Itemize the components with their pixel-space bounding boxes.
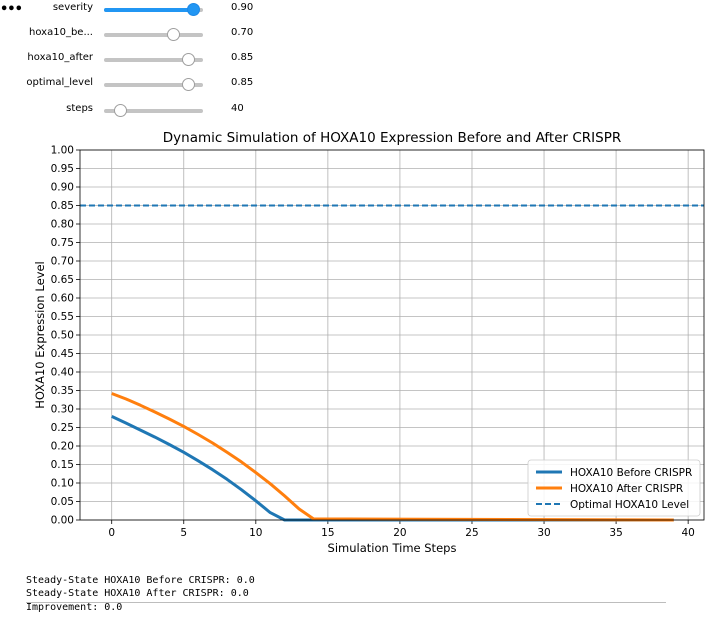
y-tick-label: 0.00 [51, 515, 74, 527]
slider-thumb[interactable] [167, 28, 180, 41]
y-tick-label: 0.40 [51, 367, 74, 379]
slider-track[interactable] [104, 109, 203, 113]
y-tick-label: 0.75 [51, 237, 74, 249]
slider-row-4: steps 40 [0, 101, 724, 121]
y-tick-label: 0.65 [51, 274, 74, 286]
slider-row-0: severity 0.90 [0, 0, 724, 20]
y-tick-label: 0.90 [51, 182, 74, 194]
x-tick-label: 0 [108, 527, 115, 539]
series-line-1 [111, 392, 674, 522]
slider-value: 0.90 [231, 2, 254, 13]
slider-thumb[interactable] [114, 104, 127, 117]
slider-track[interactable] [104, 58, 203, 62]
expression-chart: 0 5 10 15 20 25 30 35 40 0.00 0.05 0.10 0.15 0.20 0.25… [33, 130, 705, 555]
x-tick-label: 30 [537, 527, 550, 539]
slider-value: 0.85 [231, 77, 254, 88]
y-tick-label: 0.25 [51, 422, 74, 434]
y-tick-label: 0.70 [51, 256, 74, 268]
slider-thumb[interactable] [182, 53, 195, 66]
slider-label: hoxa10_after [27, 52, 93, 63]
slider-row-1: hoxa10_be... 0.70 [0, 25, 724, 45]
slider-track[interactable] [104, 83, 203, 87]
legend-label: HOXA10 After CRISPR [570, 483, 683, 495]
y-tick-label: 0.30 [51, 404, 74, 416]
y-tick-label: 0.20 [51, 441, 74, 453]
x-axis-label: Simulation Time Steps [328, 541, 457, 555]
y-tick-label: 0.55 [51, 311, 74, 323]
slider-fill [104, 8, 193, 12]
slider-value: 40 [231, 103, 244, 114]
y-tick-label: 0.15 [51, 459, 74, 471]
y-tick-label: 0.45 [51, 348, 74, 360]
chart-title: Dynamic Simulation of HOXA10 Expression … [163, 130, 621, 146]
x-tick-label: 15 [321, 527, 334, 539]
x-tick-label: 5 [180, 527, 187, 539]
legend-label: HOXA10 Before CRISPR [570, 467, 692, 479]
y-axis-label: HOXA10 Expression Level [33, 261, 47, 408]
x-tick-label: 20 [393, 527, 406, 539]
output-line-after: Steady-State HOXA10 After CRISPR: 0.0 [26, 588, 249, 599]
output-line-before: Steady-State HOXA10 Before CRISPR: 0.0 [26, 574, 255, 586]
slider-label: severity [52, 2, 93, 13]
y-tick-label: 0.05 [51, 496, 74, 508]
output-divider [26, 602, 666, 603]
y-tick-label: 0.80 [51, 219, 74, 231]
plot-frame [79, 149, 705, 521]
slider-value: 0.85 [231, 52, 254, 63]
slider-row-2: hoxa10_after 0.85 [0, 50, 724, 70]
y-tick-label: 0.50 [51, 330, 74, 342]
legend-box [527, 459, 701, 517]
legend-label: Optimal HOXA10 Level [570, 499, 689, 511]
x-tick-label: 35 [609, 527, 622, 539]
cell-marker[interactable]: ••• [0, 2, 23, 17]
slider-label: optimal_level [26, 77, 93, 88]
slider-label: hoxa10_be... [29, 27, 93, 38]
slider-row-3: optimal_level 0.85 [0, 75, 724, 95]
slider-track[interactable] [104, 33, 203, 37]
slider-track[interactable] [104, 8, 203, 12]
x-tick-label: 10 [249, 527, 262, 539]
y-tick-label: 0.95 [51, 163, 74, 175]
y-tick-label: 0.85 [51, 200, 74, 212]
slider-thumb[interactable] [187, 3, 200, 16]
output-text: Steady-State HOXA10 Before CRISPR: 0.0 St… [26, 560, 255, 628]
y-tick-label: 1.00 [51, 145, 74, 157]
slider-value: 0.70 [231, 27, 254, 38]
x-tick-label: 40 [681, 527, 694, 539]
slider-thumb[interactable] [182, 78, 195, 91]
y-tick-label: 0.10 [51, 478, 74, 490]
y-tick-label: 0.60 [51, 293, 74, 305]
x-tick-label: 25 [465, 527, 478, 539]
y-tick-label: 0.35 [51, 385, 74, 397]
slider-label: steps [66, 103, 93, 114]
